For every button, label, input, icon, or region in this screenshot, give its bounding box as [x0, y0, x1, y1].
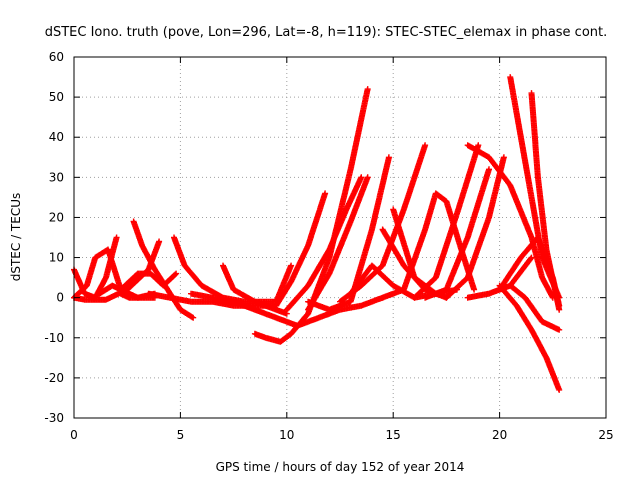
x-tick-label: 5: [177, 428, 185, 442]
data-point: [288, 262, 295, 269]
x-tick-label: 25: [598, 428, 613, 442]
x-axis-label: GPS time / hours of day 152 of year 2014: [216, 460, 465, 474]
data-point: [364, 174, 371, 181]
data-point: [471, 286, 478, 293]
chart-title: dSTEC Iono. truth (pove, Lon=296, Lat=-8…: [45, 25, 608, 40]
data-point: [113, 234, 120, 241]
plot-frame: [73, 56, 607, 419]
series-arc14: [305, 174, 371, 313]
series-arc20: [379, 190, 478, 301]
series-arc28: [507, 282, 563, 333]
series-arc29: [496, 282, 563, 393]
data-point: [556, 306, 563, 313]
series-arc15: [305, 154, 392, 313]
y-tick-label: 60: [49, 50, 64, 64]
x-tick-label: 10: [279, 428, 294, 442]
series-arc27: [528, 90, 563, 313]
data-points: [71, 74, 563, 393]
data-point: [322, 190, 329, 197]
series-arc23: [443, 154, 507, 301]
x-tick-label: 15: [386, 428, 401, 442]
y-tick-label: 0: [56, 291, 64, 305]
y-tick-label: -30: [44, 411, 64, 425]
data-point: [500, 154, 507, 161]
data-point: [190, 314, 197, 321]
data-point: [528, 254, 535, 261]
series-arc9: [220, 262, 290, 317]
y-tick-label: 10: [49, 251, 64, 265]
y-tick-label: 30: [49, 170, 64, 184]
tick-labels: 0 5 10 15 20 25 -30 -20 -10 0 10 20 30 40 50 60: [44, 50, 613, 442]
data-point: [385, 154, 392, 161]
series-arc30: [464, 254, 535, 301]
series-arc22: [422, 166, 492, 301]
y-axis-label: dSTEC / TECUs: [9, 193, 23, 282]
data-point: [364, 86, 371, 93]
series-arc12: [273, 190, 329, 309]
series-arc13: [283, 174, 365, 313]
data-point: [422, 142, 429, 149]
data-point: [475, 142, 482, 149]
y-tick-label: -10: [44, 331, 64, 345]
data-point: [358, 174, 365, 181]
data-point: [173, 270, 180, 277]
data-point: [556, 326, 563, 333]
x-tick-label: 20: [492, 428, 507, 442]
data-point: [156, 238, 163, 245]
series-arc21: [411, 142, 482, 301]
data-point: [556, 386, 563, 393]
y-tick-label: 20: [49, 210, 64, 224]
y-tick-label: 50: [49, 90, 64, 104]
x-tick-label: 0: [70, 428, 78, 442]
axis-ticks: [73, 56, 607, 419]
y-tick-label: 40: [49, 130, 64, 144]
data-point: [172, 271, 179, 278]
series-arc5: [130, 218, 197, 321]
y-tick-label: -20: [44, 371, 64, 385]
data-point: [486, 166, 492, 173]
